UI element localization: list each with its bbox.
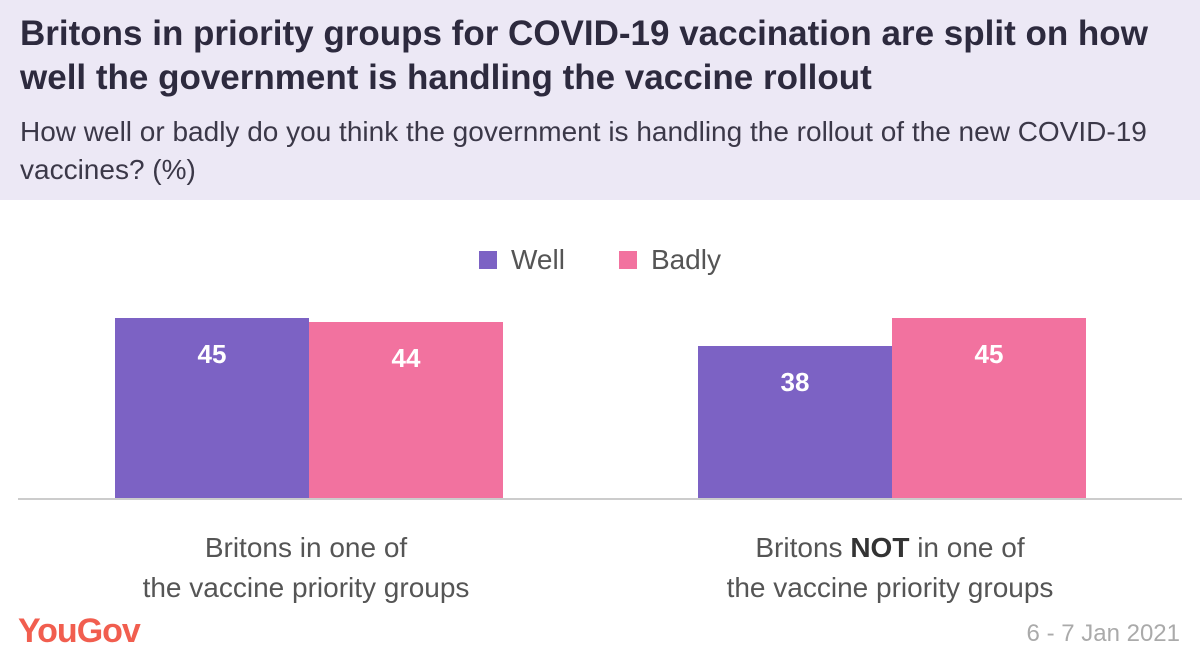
data-label-badly-not-priority: 45 <box>975 339 1004 369</box>
legend-swatch-badly <box>618 251 637 269</box>
bar-well-priority <box>115 318 309 498</box>
legend: Well Badly <box>0 240 1200 280</box>
category-label-priority: Britons in one of the vaccine priority g… <box>76 528 536 608</box>
legend-swatch-well <box>479 251 497 269</box>
survey-date: 6 - 7 Jan 2021 <box>1026 620 1180 647</box>
chart-subtitle: How well or badly do you think the gover… <box>20 116 1147 185</box>
data-label-badly-priority: 44 <box>392 343 421 373</box>
category-label-not-priority-line1: Britons NOT in one of <box>755 532 1025 563</box>
category-label-not-priority-line2: the vaccine priority groups <box>726 572 1054 603</box>
legend-item-well: Well <box>479 244 565 276</box>
yougov-logo: YouGov <box>18 612 141 650</box>
bar-well-not-priority <box>698 346 892 498</box>
category-label-priority-line1: Britons in one of <box>204 532 408 563</box>
legend-label-well: Well <box>511 244 565 275</box>
legend-item-badly: Badly <box>618 244 721 276</box>
category-label-not-priority: Britons NOT in one of the vaccine priori… <box>660 528 1120 608</box>
legend-label-badly: Badly <box>650 244 721 275</box>
chart-title: Britons in priority groups for COVID-19 … <box>20 14 1148 97</box>
data-label-well-priority: 45 <box>198 339 227 369</box>
data-label-well-not-priority: 38 <box>781 367 810 397</box>
bar-badly-not-priority <box>892 318 1086 498</box>
header-band: Britons in priority groups for COVID-19 … <box>0 0 1200 200</box>
bar-badly-priority <box>309 322 503 498</box>
category-label-priority-line2: the vaccine priority groups <box>142 572 470 603</box>
